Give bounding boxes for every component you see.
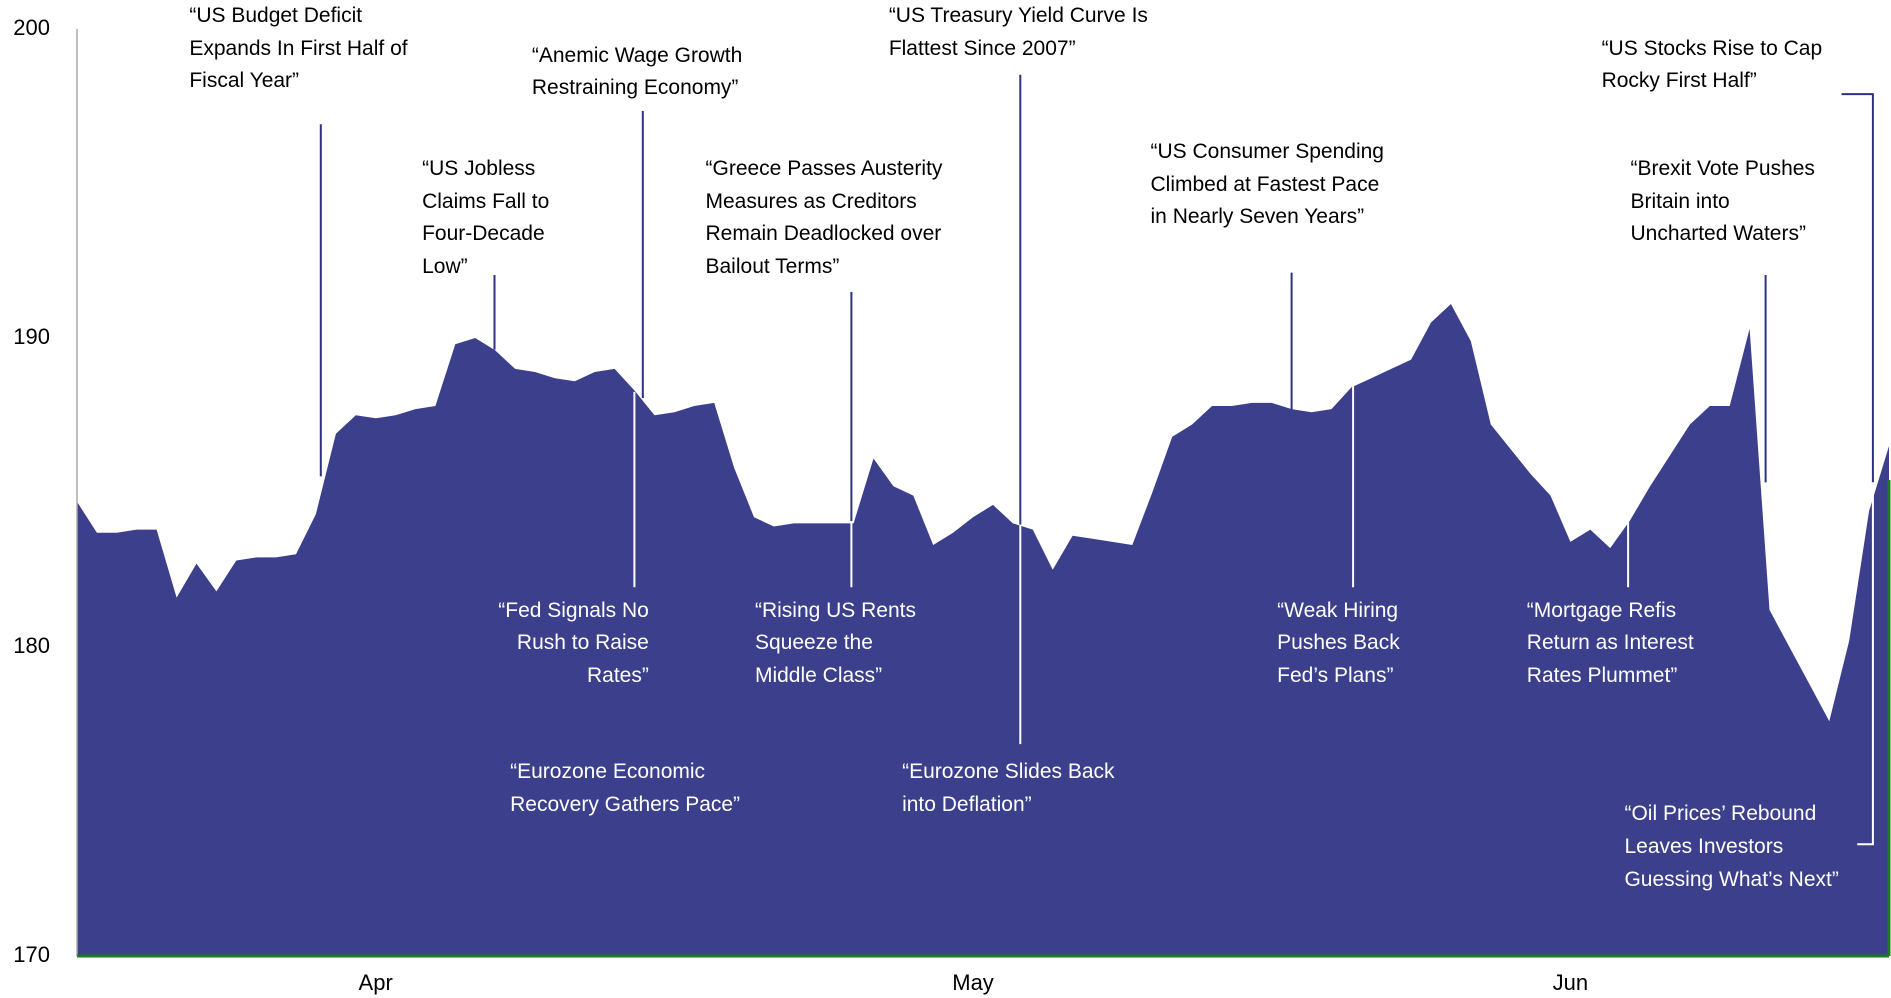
- y-tick-label: 190: [13, 324, 50, 349]
- area: [77, 304, 1889, 956]
- x-tick-label: Jun: [1553, 970, 1588, 995]
- annotation-connector: [1841, 93, 1874, 483]
- annotation: “Eurozone Economic Recovery Gathers Pace…: [510, 760, 741, 816]
- annotation: “Mortgage Refis Return as Interest Rates…: [1526, 598, 1694, 687]
- annotation-connector: [1857, 482, 1874, 846]
- annotation: “Brexit Vote Pushes Britain into Unchart…: [1630, 157, 1815, 246]
- y-tick-label: 170: [13, 942, 50, 967]
- annotation: “US Treasury Yield Curve Is Flattest Sin…: [888, 4, 1148, 60]
- annotation: “US Jobless Claims Fall to Four-Decade L…: [422, 157, 550, 278]
- annotation: “Anemic Wage Growth Restraining Economy”: [531, 43, 743, 100]
- annotation: “Rising US Rents Squeeze the Middle Clas…: [754, 598, 917, 687]
- annotation: “Fed Signals No Rush to Raise Rates”: [498, 598, 649, 687]
- y-tick-label: 180: [13, 633, 50, 658]
- annotation: “US Budget Deficit Expands In First Half…: [189, 4, 408, 93]
- annotation: “US Stocks Rise to Cap Rocky First Half”: [1601, 36, 1823, 93]
- annotation: “US Consumer Spending Climbed at Fastest…: [1150, 140, 1384, 229]
- annotation: “Eurozone Slides Back into Deflation”: [902, 760, 1115, 816]
- y-tick-label: 200: [13, 15, 50, 40]
- annotation: “Greece Passes Austerity Measures as Cre…: [705, 157, 943, 278]
- x-tick-label: May: [952, 970, 994, 995]
- annotation: “Oil Prices’ Rebound Leaves Investors Gu…: [1624, 802, 1839, 891]
- annotation: “Weak Hiring Pushes Back Fed’s Plans”: [1277, 598, 1400, 687]
- x-tick-label: Apr: [359, 970, 393, 995]
